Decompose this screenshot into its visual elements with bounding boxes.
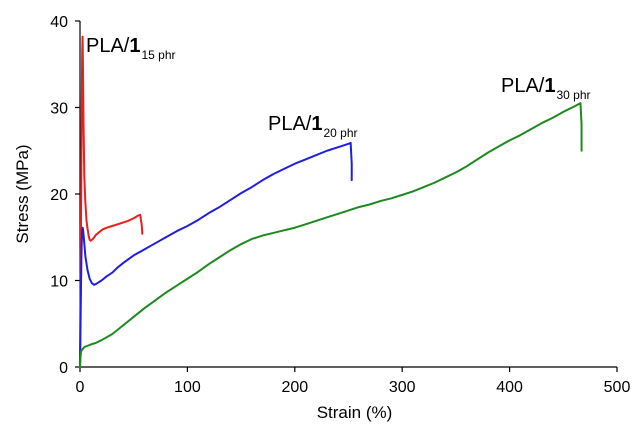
axes-layer: 0 100 200 300 400 500 0 10 20 30 40 Strain (%) Stres…	[13, 14, 630, 422]
y-tick-label: 30	[50, 101, 68, 118]
series-line-30-phr	[79, 102, 583, 368]
y-tick-label: 0	[59, 360, 68, 377]
y-tick-label: 40	[50, 14, 68, 31]
series-label-30-phr: PLA/130 phr	[501, 75, 591, 102]
series-label-number: 1	[129, 35, 140, 57]
series-label-prefix: PLA/	[501, 75, 545, 97]
x-tick-label: 0	[76, 379, 85, 396]
series-label-subscript: 30 phr	[556, 88, 590, 102]
series-line-15-phr	[79, 35, 144, 368]
y-axis-title: Stress (MPa)	[13, 144, 32, 243]
series-label-20-phr: PLA/120 phr	[268, 113, 358, 140]
x-tick-label: 100	[174, 379, 201, 396]
series-label-subscript: 15 phr	[141, 48, 175, 62]
series-layer	[79, 35, 583, 368]
series-label-subscript: 20 phr	[323, 126, 357, 140]
x-tick-label: 500	[604, 379, 631, 396]
series-label-number: 1	[311, 113, 322, 135]
series-label-prefix: PLA/	[268, 113, 312, 135]
series-label-15-phr: PLA/115 phr	[86, 35, 176, 62]
x-tick-label: 400	[496, 379, 523, 396]
series-line-20-phr	[79, 141, 353, 368]
x-tick-label: 200	[281, 379, 308, 396]
series-label-number: 1	[544, 75, 555, 97]
x-tick-label: 300	[389, 379, 416, 396]
y-tick-label: 20	[50, 187, 68, 204]
x-axis-title: Strain (%)	[317, 403, 393, 422]
series-label-prefix: PLA/	[86, 35, 130, 57]
y-tick-label: 10	[50, 274, 68, 291]
